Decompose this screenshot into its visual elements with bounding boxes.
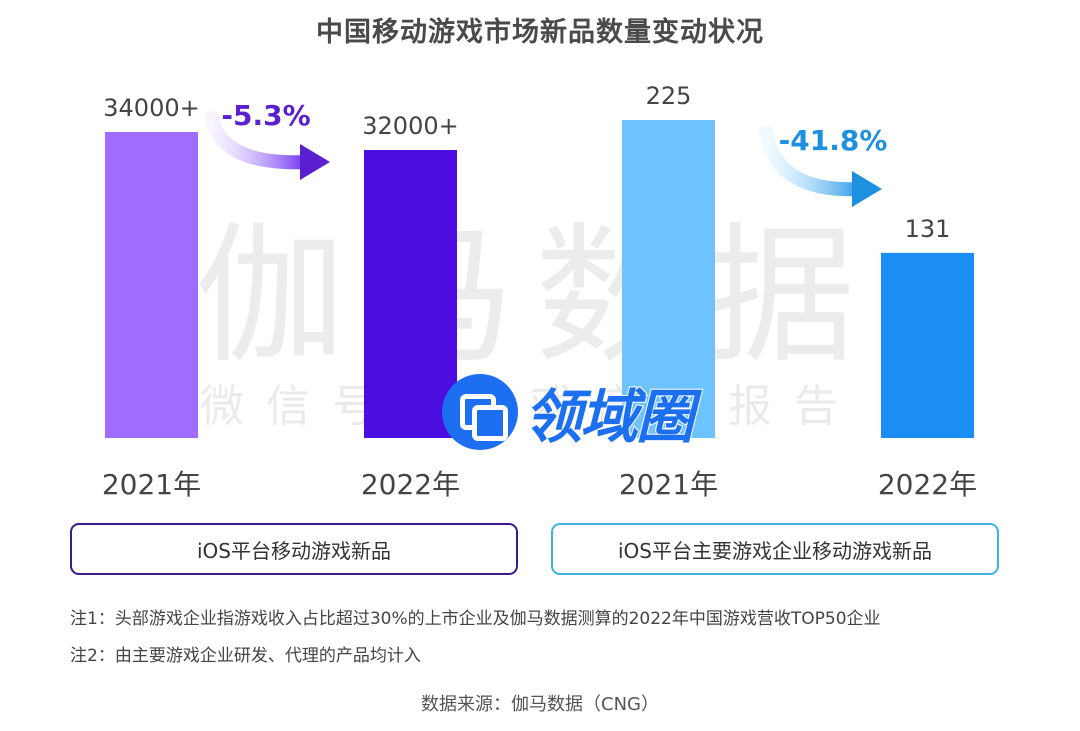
bar [364,150,457,438]
legend-ios-major-companies: iOS平台主要游戏企业移动游戏新品 [551,523,999,575]
x-tick-label: 2021年 [102,468,201,501]
change-arrow-head [852,171,882,207]
logo-icon [442,374,518,450]
watermark-logo: 领域圈 [442,374,695,452]
data-label: 225 [646,82,692,110]
change-arrow [759,125,867,197]
data-label: 32000+ [362,112,458,140]
x-tick-label: 2022年 [878,468,977,501]
x-tick-label: 2021年 [619,468,718,501]
logo-text: 领域圈 [523,382,695,452]
change-arrow-head [300,144,330,180]
change-label: -41.8% [779,124,888,157]
change-label: -5.3% [221,99,310,132]
bar [105,132,198,438]
data-label: 131 [905,215,951,243]
change-arrow [205,111,315,170]
data-source: 数据来源：伽马数据（CNG） [421,694,659,715]
data-label: 34000+ [103,94,199,122]
legend-ios-new-games: iOS平台移动游戏新品 [70,523,518,575]
x-tick-label: 2022年 [361,468,460,501]
watermark-text: 伽马数据 [195,210,876,384]
bar [881,252,974,438]
bar [622,120,715,438]
footnote-2: 注2：由主要游戏企业研发、代理的产品均计入 [70,646,421,666]
footnote-1: 注1：头部游戏企业指游戏收入占比超过30%的上市企业及伽马数据测算的2022年中… [70,609,881,629]
watermark-subtext: 微信号：游戏产业报告 [200,381,860,432]
bar-chart: 34000+ 2021年 32000+ 2022年 -5.3% 225 2021年 131 20… [102,82,977,501]
chart-title: 中国移动游戏市场新品数量变动状况 [316,17,764,48]
